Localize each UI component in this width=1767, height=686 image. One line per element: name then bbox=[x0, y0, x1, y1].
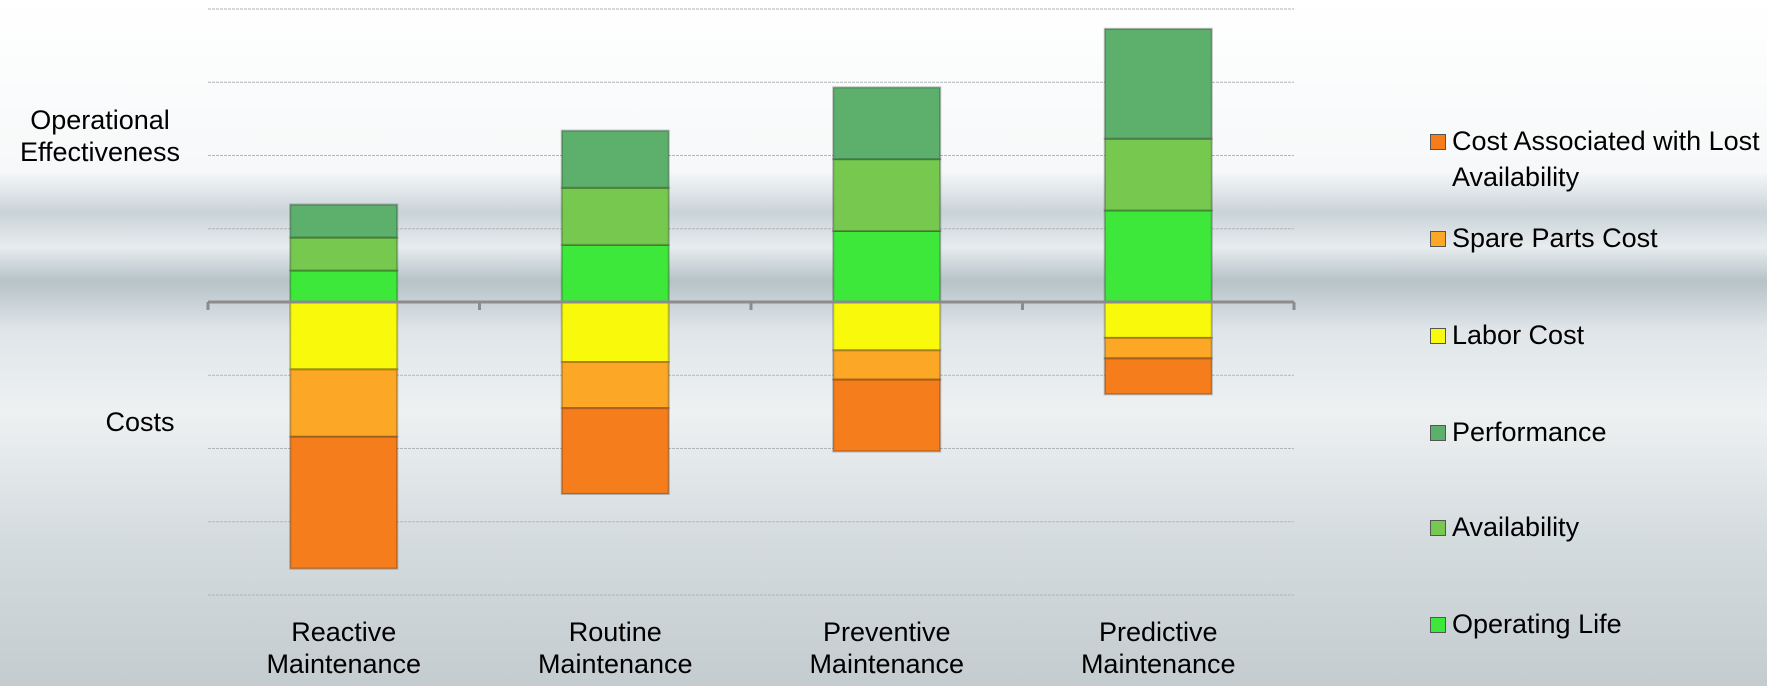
legend-swatch bbox=[1430, 520, 1446, 536]
legend-label: Cost Associated with Lost Availability bbox=[1452, 123, 1767, 195]
x-tick-label: Preventive Maintenance bbox=[777, 616, 997, 680]
bar-segment bbox=[833, 302, 940, 350]
legend-swatch bbox=[1430, 231, 1446, 247]
legend-swatch bbox=[1430, 617, 1446, 633]
bar-segment bbox=[1105, 210, 1212, 302]
bar-segment bbox=[833, 87, 940, 159]
legend-label: Labor Cost bbox=[1452, 317, 1767, 353]
bar-segment bbox=[562, 245, 669, 302]
legend-swatch bbox=[1430, 134, 1446, 150]
bar-segment bbox=[562, 362, 669, 408]
bar-segment bbox=[290, 205, 397, 238]
bar-segment bbox=[290, 271, 397, 302]
bar-segment bbox=[1105, 338, 1212, 359]
y-label-top: Operational Effectiveness bbox=[0, 104, 200, 168]
legend-swatch bbox=[1430, 328, 1446, 344]
x-tick-label: Predictive Maintenance bbox=[1048, 616, 1268, 680]
x-tick-label: Routine Maintenance bbox=[505, 616, 725, 680]
legend-label: Availability bbox=[1452, 509, 1767, 545]
bar-segment bbox=[1105, 139, 1212, 211]
y-label-bottom: Costs bbox=[40, 406, 240, 438]
bar-segment bbox=[1105, 29, 1212, 139]
bar-segment bbox=[562, 131, 669, 188]
x-tick-label: Reactive Maintenance bbox=[234, 616, 454, 680]
bar-segment bbox=[833, 350, 940, 379]
legend-label: Performance bbox=[1452, 414, 1767, 450]
bar-segment bbox=[290, 437, 397, 569]
bar-segment bbox=[562, 302, 669, 362]
legend-swatch bbox=[1430, 425, 1446, 441]
bar-segment bbox=[833, 159, 940, 231]
legend-label: Spare Parts Cost bbox=[1452, 220, 1767, 256]
page: Operational Effectiveness Costs Reactive… bbox=[0, 0, 1767, 686]
bar-segment bbox=[290, 302, 397, 369]
bar-segment bbox=[833, 380, 940, 452]
bar-segment bbox=[833, 231, 940, 302]
bar-segment bbox=[290, 238, 397, 271]
legend-label: Operating Life bbox=[1452, 606, 1767, 642]
bar-segment bbox=[1105, 358, 1212, 394]
bar-segment bbox=[562, 408, 669, 494]
bar-segment bbox=[1105, 302, 1212, 338]
bar-segment bbox=[562, 188, 669, 245]
bar-segment bbox=[290, 369, 397, 436]
